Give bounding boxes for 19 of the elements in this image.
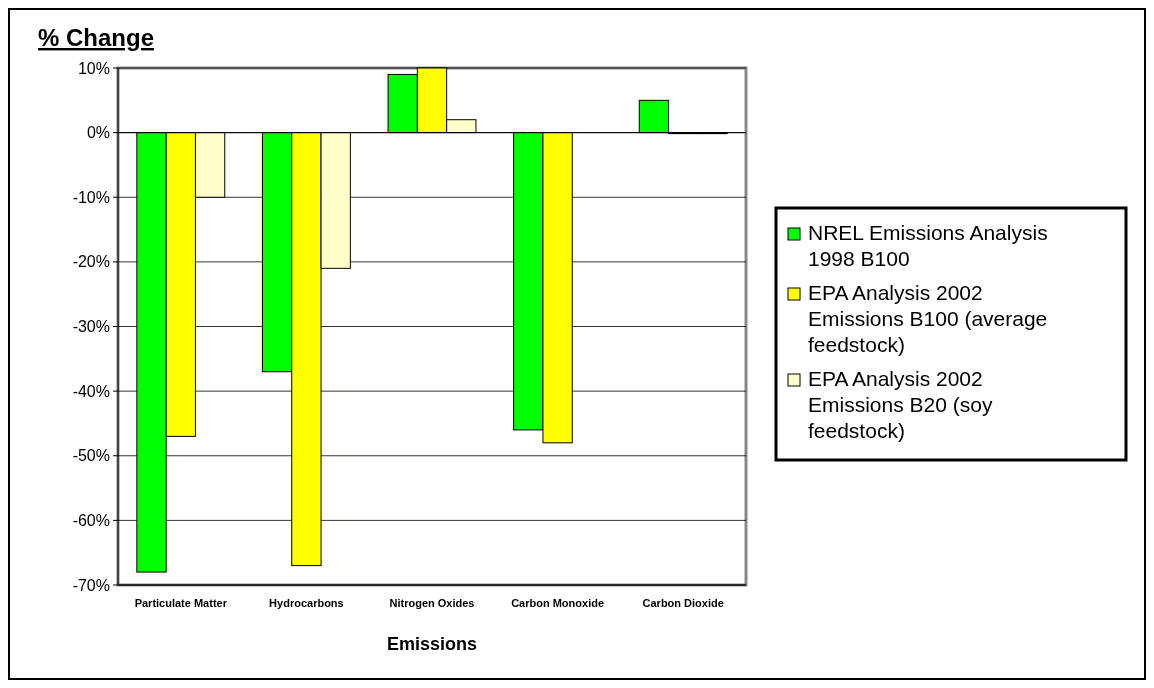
y-tick-label: -60% [72, 511, 110, 529]
x-tick-label: Carbon Monoxide [511, 597, 605, 609]
y-tick-label: -30% [72, 318, 110, 336]
y-tick-label: -10% [72, 188, 110, 206]
y-tick-label: -40% [72, 382, 110, 400]
legend-label: EPA Analysis 2002 Emissions B20 (soy feedstock) [808, 367, 993, 442]
x-axis-title: Emissions [386, 634, 478, 654]
x-tick-label: Carbon Dioxide [642, 597, 724, 609]
x-tick-label: Hydrocarbons [269, 597, 344, 609]
x-tick-label: Particulate Matter [134, 597, 228, 609]
y-tick-label: 0% [86, 124, 110, 142]
x-tick-label: Nitrogen Oxides [389, 597, 475, 609]
y-tick-label: -70% [72, 576, 110, 594]
legend-label: EPA Analysis 2002 Emissions B100 (average feedstock) [808, 281, 1048, 356]
chart-title: % Change [38, 24, 155, 51]
legend-label: NREL Emissions Analysis 1998 B100 [808, 221, 1048, 270]
y-tick-label: -50% [72, 447, 110, 465]
y-tick-label: -20% [72, 253, 110, 271]
y-tick-label: 10% [77, 59, 110, 77]
